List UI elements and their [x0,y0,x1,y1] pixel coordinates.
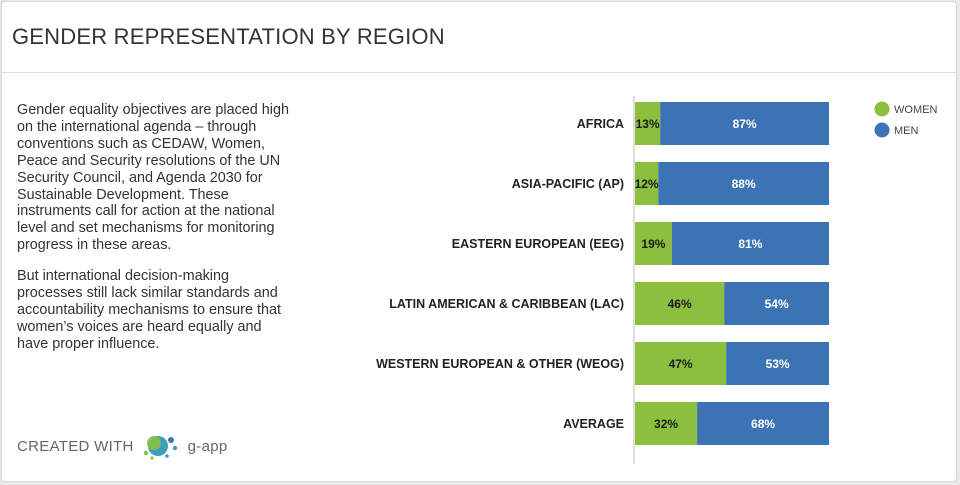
category-label: AVERAGE [563,417,624,431]
data-label: 46% [668,297,692,311]
category-label: WESTERN EUROPEAN & OTHER (WEOG) [376,357,624,371]
legend-swatch [874,101,890,117]
data-label: 12% [635,177,659,191]
bar-segment-women [635,402,698,445]
data-label: 53% [766,357,790,371]
card-header: GENDER REPRESENTATION BY REGION [2,2,956,73]
data-label: 68% [751,417,775,431]
created-with-label: CREATED WITH [17,437,134,455]
bar-segment-women [635,102,661,145]
category-label: ASIA-PACIFIC (AP) [512,177,624,191]
data-label: 54% [765,297,789,311]
legend-label: WOMEN [894,104,937,116]
legend-swatch [874,122,890,138]
data-label: 88% [732,177,756,191]
bar-segment-women [635,342,727,385]
legend-label: MEN [894,125,919,137]
stacked-bar-chart: AFRICA 13% 87% ASIA-PACIFIC (AP) 12% 88% EASTE… [376,96,937,464]
g-app-logo-icon [143,436,177,460]
bar-segment-women [635,222,672,265]
brand-name: g-app [187,437,228,455]
data-label: 32% [654,417,678,431]
footer-credit[interactable]: CREATED WITH g-app [17,430,228,462]
data-label: 81% [738,237,762,251]
data-label: 87% [733,117,757,131]
data-label: 19% [641,237,665,251]
bar-segment-men [726,342,829,385]
description: Gender equality objectives are placed hi… [17,102,289,367]
bar-segment-men [697,402,829,445]
bar-segment-men [724,282,829,325]
data-label: 13% [636,117,660,131]
bar-segment-men [671,222,829,265]
description-paragraph: Gender equality objectives are placed hi… [17,102,289,254]
description-paragraph: But international decision-making proces… [17,268,281,352]
bar-segment-women [635,282,725,325]
data-label: 47% [669,357,693,371]
bar-segment-women [635,162,659,205]
page-title: GENDER REPRESENTATION BY REGION [12,24,445,49]
bar-segment-men [660,102,829,145]
category-label: AFRICA [577,117,624,131]
category-label: EASTERN EUROPEAN (EEG) [452,237,624,251]
category-label: LATIN AMERICAN & CARIBBEAN (LAC) [389,297,624,311]
bar-segment-men [658,162,829,205]
